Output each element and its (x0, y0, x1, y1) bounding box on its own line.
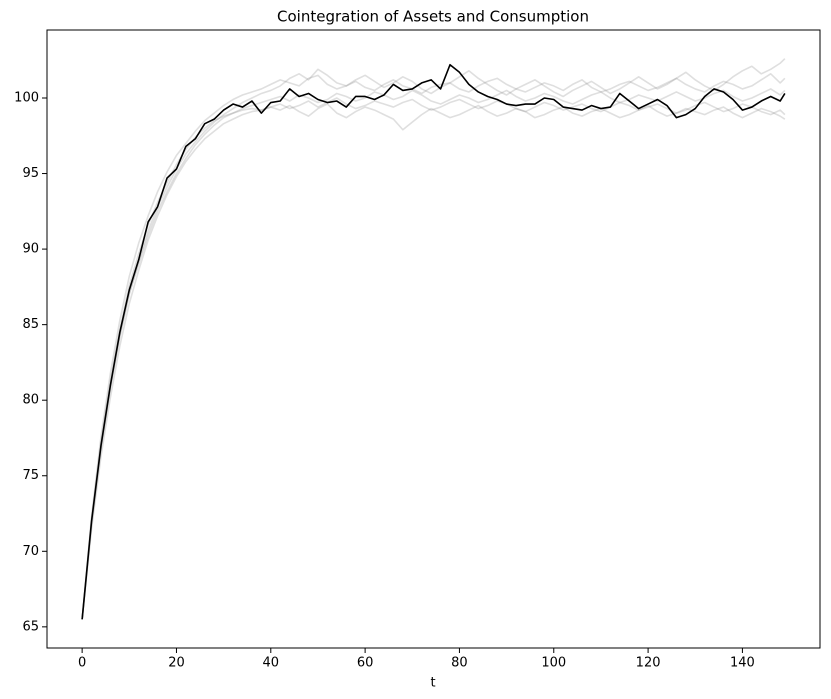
plot-area (81, 58, 786, 620)
x-tick-label: 20 (168, 656, 185, 671)
y-tick-label: 100 (14, 90, 39, 105)
x-tick-label: 0 (78, 656, 86, 671)
y-tick-label: 75 (22, 468, 39, 483)
series-line (81, 63, 786, 620)
series-line (81, 103, 786, 620)
y-tick-label: 70 (22, 544, 39, 559)
x-tick-label: 100 (541, 656, 566, 671)
y-tick-label: 80 (22, 393, 39, 408)
x-tick-label: 140 (730, 656, 755, 671)
x-tick-label: 80 (451, 656, 468, 671)
y-tick-label: 65 (22, 619, 39, 634)
x-tick-label: 40 (263, 656, 280, 671)
series-line (81, 97, 786, 620)
y-tick-label: 85 (22, 317, 39, 332)
y-tick-label: 90 (22, 242, 39, 257)
x-tick-label: 60 (357, 656, 374, 671)
plot-frame (46, 29, 821, 649)
y-tick-label: 95 (22, 166, 39, 181)
x-tick-label: 120 (636, 656, 661, 671)
series-line (81, 73, 786, 620)
series-line (81, 88, 786, 620)
x-axis-label: t (430, 676, 435, 691)
chart-title: Cointegration of Assets and Consumption (277, 8, 589, 26)
series-line (81, 58, 786, 620)
